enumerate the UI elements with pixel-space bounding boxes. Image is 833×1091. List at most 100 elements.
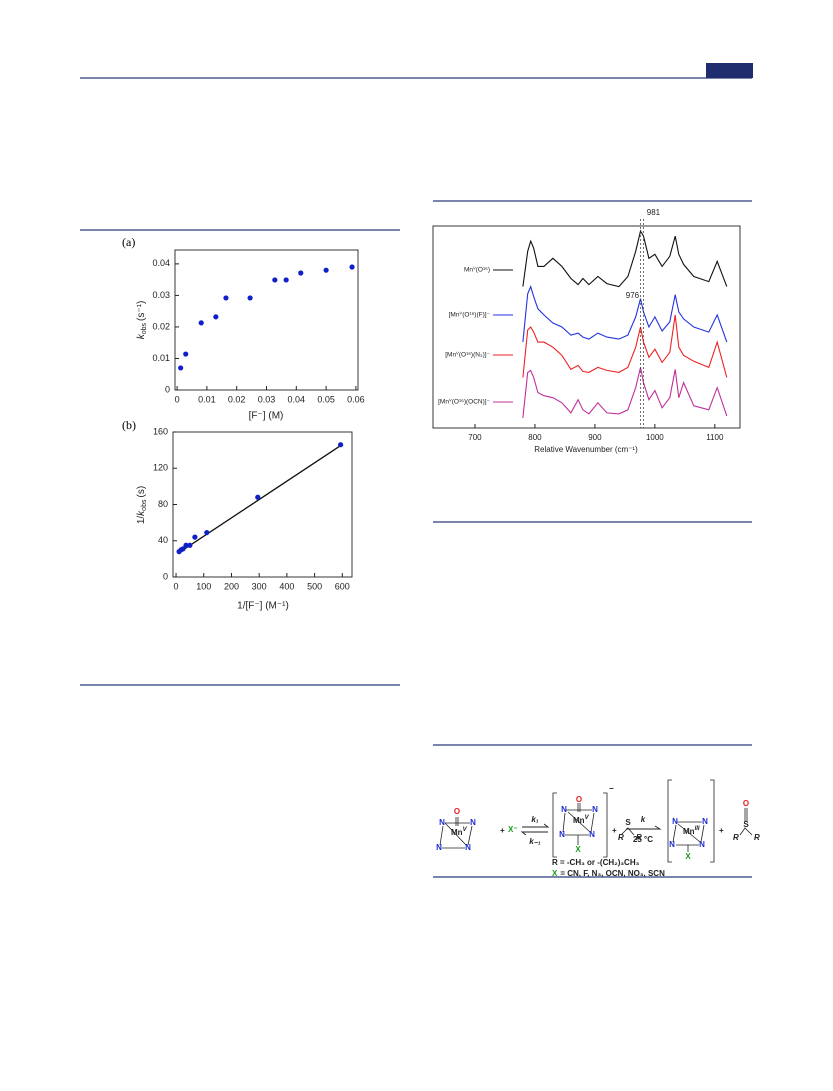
legend-label: [Mnⱽ(O¹⁶)(F)]⁻ — [449, 311, 491, 319]
scheme-note: R = -CH₃ or -(CH₂)₃CH₃ — [552, 858, 640, 867]
x-tick-label: 400 — [279, 581, 294, 591]
x-axis-label: 1/[F⁻] (M⁻¹) — [237, 601, 289, 612]
y-label-subscript: obs — [141, 499, 148, 511]
atom-label: N — [470, 818, 476, 827]
atom-label: X — [685, 852, 691, 861]
legend-label: [Mnⱽ(O¹⁶)(N₃)]⁻ — [445, 351, 490, 359]
x-tick-label: 200 — [224, 581, 239, 591]
plus: + — [612, 826, 617, 835]
y-axis-label: kobs (s⁻¹) — [136, 301, 148, 340]
atom-label: N — [439, 818, 445, 827]
atom-label: N — [669, 840, 675, 849]
x-tick-label: 0.04 — [288, 394, 306, 404]
x-tick-label: 900 — [588, 433, 602, 442]
y-tick-label: 0.04 — [152, 258, 170, 268]
metal: Mn — [683, 827, 695, 836]
data-point — [247, 295, 253, 301]
scheme-note: X = CN, F, N₃, OCN, NO₃, SCN — [552, 869, 665, 878]
fit-line — [178, 445, 341, 554]
data-point — [323, 267, 329, 273]
atom-label: R — [733, 833, 739, 842]
data-point — [298, 270, 304, 276]
legend-label: [Mnⱽ(O¹⁶)(OCN)]⁻ — [438, 398, 490, 406]
atom-label: MnIII — [683, 826, 700, 837]
atom-label: O — [743, 799, 749, 808]
atom-label: N — [592, 805, 598, 814]
x-tick-label: 1000 — [646, 433, 664, 442]
x-tick-label: 300 — [252, 581, 267, 591]
atom-label: MnV — [573, 815, 590, 826]
spectrum-line — [522, 284, 728, 343]
data-point — [283, 277, 289, 283]
atom-label: N — [672, 817, 678, 826]
data-point — [183, 542, 189, 548]
atom-label: N — [561, 805, 567, 814]
spectrum-line — [522, 367, 728, 418]
y-label-unit: (s) — [136, 486, 147, 498]
atom-label: N — [465, 843, 471, 852]
spectrum-line — [522, 314, 728, 378]
data-point — [192, 534, 198, 540]
x-tick-label: 0.03 — [258, 394, 276, 404]
data-point — [187, 542, 193, 548]
atom-label: S — [743, 820, 749, 829]
x-tick-label: 100 — [196, 581, 211, 591]
data-point — [198, 320, 204, 326]
temperature: 25 °C — [633, 835, 653, 844]
y-tick-label: 0 — [165, 384, 170, 394]
plus: + — [500, 826, 505, 835]
x-tick-label: 0.06 — [347, 394, 365, 404]
spectrum-line — [522, 229, 728, 288]
metal: Mn — [451, 828, 463, 837]
y-tick-label: 120 — [153, 463, 168, 473]
y-label-symbol: k — [136, 333, 147, 339]
x-tick-label: 600 — [335, 581, 350, 591]
y-tick-label: 0.01 — [152, 353, 170, 363]
x-tick-label: 0.01 — [198, 394, 216, 404]
ligand-list: = CN, F, N₃, OCN, NO₃, SCN — [560, 869, 665, 878]
rate-constant: k₁ — [531, 815, 538, 824]
atom-label: O — [576, 795, 582, 804]
plot-frame — [174, 249, 359, 391]
x-tick-label: 0 — [175, 394, 180, 404]
atom-label: X — [575, 845, 581, 854]
annotation-label: 981 — [647, 208, 661, 217]
metal: Mn — [573, 816, 585, 825]
molecule-frame — [439, 779, 753, 863]
reaction-scheme: O N N N N MnV + X⁻ k₁ k₋₁ O N N N N MnV … — [436, 779, 760, 878]
reaction-arrows — [520, 823, 662, 836]
data-point — [255, 494, 261, 500]
atom-label: N — [436, 843, 442, 852]
plot-frame — [172, 431, 353, 578]
atom-label: MnV — [451, 827, 468, 838]
atom-label: R — [636, 833, 642, 842]
x-axis-label: Relative Wavenumber (cm⁻¹) — [534, 445, 638, 454]
header-tab — [706, 63, 753, 78]
ligand-symbol: X — [552, 869, 558, 878]
y-label-prefix: 1/ — [136, 516, 147, 525]
x-axis-label: [F⁻] (M) — [249, 411, 284, 422]
data-point — [338, 442, 344, 448]
oxidation-state: III — [695, 826, 700, 832]
x-tick-label: 500 — [307, 581, 322, 591]
panel-label: (a) — [122, 235, 135, 249]
y-tick-label: 80 — [158, 499, 168, 509]
rate-constant: k₋₁ — [529, 837, 541, 846]
oxidation-state: V — [585, 815, 590, 821]
x-tick-label: 0 — [174, 581, 179, 591]
atom-label: R — [754, 833, 760, 842]
plus: + — [719, 826, 724, 835]
atom-label: N — [699, 840, 705, 849]
atom-label: N — [559, 830, 565, 839]
data-point — [223, 295, 229, 301]
atom-label: O — [454, 807, 460, 816]
oxidation-state: V — [463, 827, 468, 833]
y-tick-label: 0.03 — [152, 290, 170, 300]
y-tick-label: 0.02 — [152, 321, 170, 331]
y-tick-label: 160 — [153, 426, 168, 436]
y-tick-label: 0 — [163, 571, 168, 581]
plot-frame — [432, 225, 741, 429]
data-point — [213, 314, 219, 320]
